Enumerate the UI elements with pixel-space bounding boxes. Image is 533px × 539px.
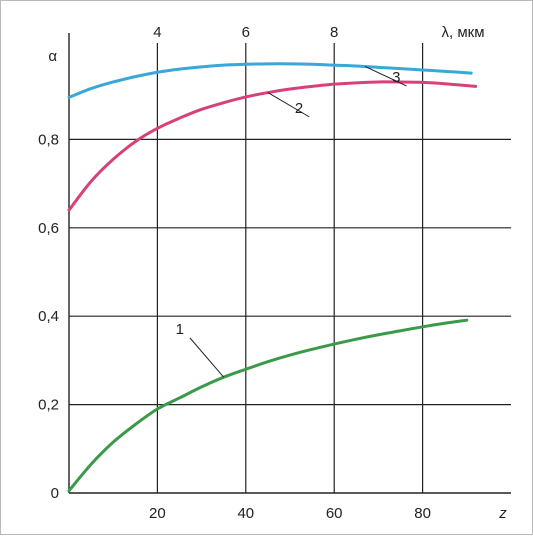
callout-leader-line <box>189 337 225 378</box>
x-tick-label-top: 4 <box>153 24 161 41</box>
y-tick-label: 0 <box>51 485 59 502</box>
callout-label: 3 <box>392 69 400 86</box>
callout-leader-line <box>267 92 310 118</box>
grid-lines <box>69 43 511 493</box>
series-line-2 <box>67 80 478 212</box>
x-tick-label-bottom: 80 <box>414 505 431 522</box>
y-tick-label: 0,2 <box>38 397 59 414</box>
y-axis-label: α <box>48 48 57 65</box>
x-tick-label-bottom: 40 <box>237 505 254 522</box>
series-layer <box>67 62 478 493</box>
callouts-layer: 1 2 3 <box>176 66 407 378</box>
y-tick-label: 0,4 <box>38 308 59 325</box>
x-tick-label-bottom: 60 <box>326 505 343 522</box>
series-line-3 <box>67 62 473 99</box>
callout-label: 2 <box>295 100 303 117</box>
x-tick-label-bottom: 20 <box>149 505 166 522</box>
callout-leader-line <box>364 66 407 87</box>
y-tick-label: 0,6 <box>38 220 59 237</box>
x-axis-label-top: λ, мкм <box>441 24 484 41</box>
series-line-1 <box>67 318 469 493</box>
x-tick-label-top: 8 <box>330 24 338 41</box>
callout-label: 1 <box>176 321 184 338</box>
x-axis-label-bottom: z <box>498 505 507 522</box>
axes <box>68 33 511 494</box>
tick-labels: 0 0,2 0,4 0,6 0,8 α 20 40 60 80 z 4 6 8 λ, мкм <box>38 24 507 522</box>
x-tick-label-top: 6 <box>242 24 250 41</box>
y-tick-label: 0,8 <box>38 131 59 148</box>
